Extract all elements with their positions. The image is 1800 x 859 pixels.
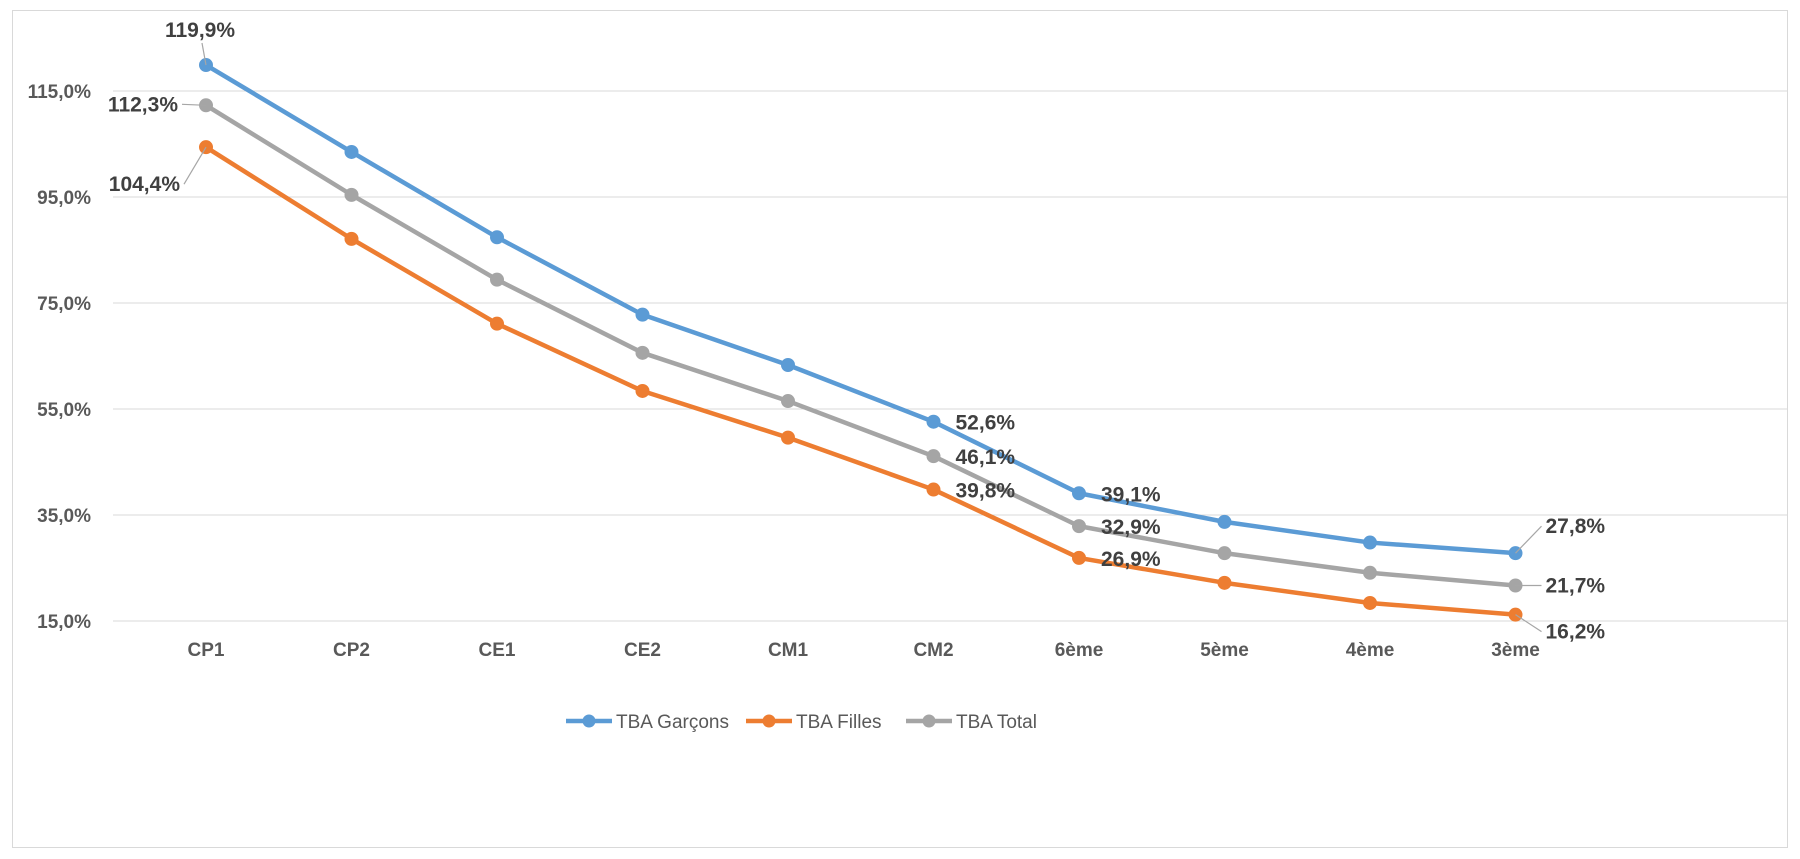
data-point — [635, 383, 650, 398]
series-line — [203, 62, 1518, 556]
x-tick-label: CP1 — [188, 640, 225, 661]
data-label: 104,4% — [109, 173, 181, 196]
data-label: 119,9% — [165, 19, 235, 42]
leader-line — [181, 103, 207, 106]
series-line — [203, 103, 1518, 588]
y-tick-label: 55,0% — [37, 400, 91, 421]
data-label: 26,9% — [1101, 548, 1161, 571]
data-point — [926, 449, 941, 464]
y-tick-label: 95,0% — [37, 188, 91, 209]
data-point — [344, 187, 359, 202]
y-tick-label: 75,0% — [37, 294, 91, 315]
x-axis-ticks: CP1 CP2 CE1 CE2 CM1 CM2 6ème 5ème 4ème 3ème — [188, 640, 1540, 661]
x-tick-label: 3ème — [1491, 640, 1540, 661]
data-label: 46,1% — [956, 446, 1016, 469]
data-label: 16,2% — [1546, 621, 1606, 644]
data-point — [1217, 546, 1232, 561]
data-label: 112,3% — [108, 93, 178, 116]
gridlines — [113, 90, 1788, 622]
legend-label: TBA Total — [956, 712, 1037, 733]
x-tick-label: CE1 — [479, 640, 516, 661]
data-point — [635, 307, 650, 322]
data-point — [926, 414, 941, 429]
data-point — [1217, 514, 1232, 529]
data-point — [1072, 519, 1086, 534]
legend-swatch-marker — [762, 714, 776, 728]
legend-item: TBA Total — [906, 712, 1037, 733]
series-line — [203, 144, 1518, 617]
data-point — [490, 316, 504, 331]
data-point — [1363, 595, 1377, 610]
legend-item: TBA Garçons — [566, 712, 729, 733]
x-tick-label: 4ème — [1346, 640, 1395, 661]
x-tick-label: CP2 — [333, 640, 370, 661]
legend-label: TBA Garçons — [616, 712, 729, 733]
x-tick-label: CM1 — [768, 640, 809, 661]
series-3 — [199, 98, 1523, 593]
y-tick-label: 15,0% — [37, 612, 91, 633]
x-tick-label: 6ème — [1055, 640, 1104, 661]
line-chart: 15,0% 35,0% 55,0% 75,0% 95,0% 115,0% CP1 CP2 CE… — [28, 19, 1788, 733]
data-point — [1072, 550, 1086, 565]
series — [199, 58, 1523, 622]
series-2 — [199, 140, 1523, 622]
data-point — [781, 358, 795, 373]
y-axis-ticks: 15,0% 35,0% 55,0% 75,0% 95,0% 115,0% — [28, 82, 92, 633]
legend: TBA Garçons TBA Filles TBA Total — [566, 712, 1037, 733]
leader-line — [1515, 525, 1542, 554]
data-label: 39,8% — [956, 480, 1016, 503]
data-label: 39,1% — [1101, 483, 1161, 506]
data-label: 32,9% — [1101, 516, 1161, 539]
legend-label: TBA Filles — [796, 712, 882, 733]
x-tick-label: CE2 — [624, 640, 661, 661]
data-labels: 119,9% 52,6% 39,1% 27,8% 104,4% 39,8% 26,9% 16,… — [108, 19, 1605, 644]
data-point — [490, 230, 504, 245]
y-tick-label: 35,0% — [37, 506, 91, 527]
x-tick-label: 5ème — [1200, 640, 1249, 661]
data-point — [490, 272, 504, 287]
leader-line — [201, 42, 207, 66]
data-label: 52,6% — [956, 412, 1016, 435]
data-point — [1072, 486, 1086, 501]
legend-swatch-marker — [922, 714, 936, 728]
y-tick-label: 115,0% — [28, 82, 91, 103]
data-point — [1217, 575, 1232, 590]
data-label: 27,8% — [1546, 515, 1606, 538]
x-tick-label: CM2 — [913, 640, 953, 661]
legend-swatch-marker — [582, 714, 596, 728]
data-point — [635, 345, 650, 360]
data-point — [344, 231, 359, 246]
data-label: 21,7% — [1546, 574, 1606, 597]
data-point — [344, 144, 359, 159]
data-point — [1363, 535, 1377, 550]
chart-frame: 15,0% 35,0% 55,0% 75,0% 95,0% 115,0% CP1 CP2 CE… — [12, 10, 1788, 848]
data-point — [781, 394, 795, 409]
legend-item: TBA Filles — [746, 712, 882, 733]
leader-line — [183, 146, 207, 185]
data-point — [926, 482, 941, 497]
series-1 — [199, 58, 1523, 561]
data-point — [781, 430, 795, 445]
data-point — [1363, 565, 1377, 580]
leader-line — [1515, 614, 1542, 633]
